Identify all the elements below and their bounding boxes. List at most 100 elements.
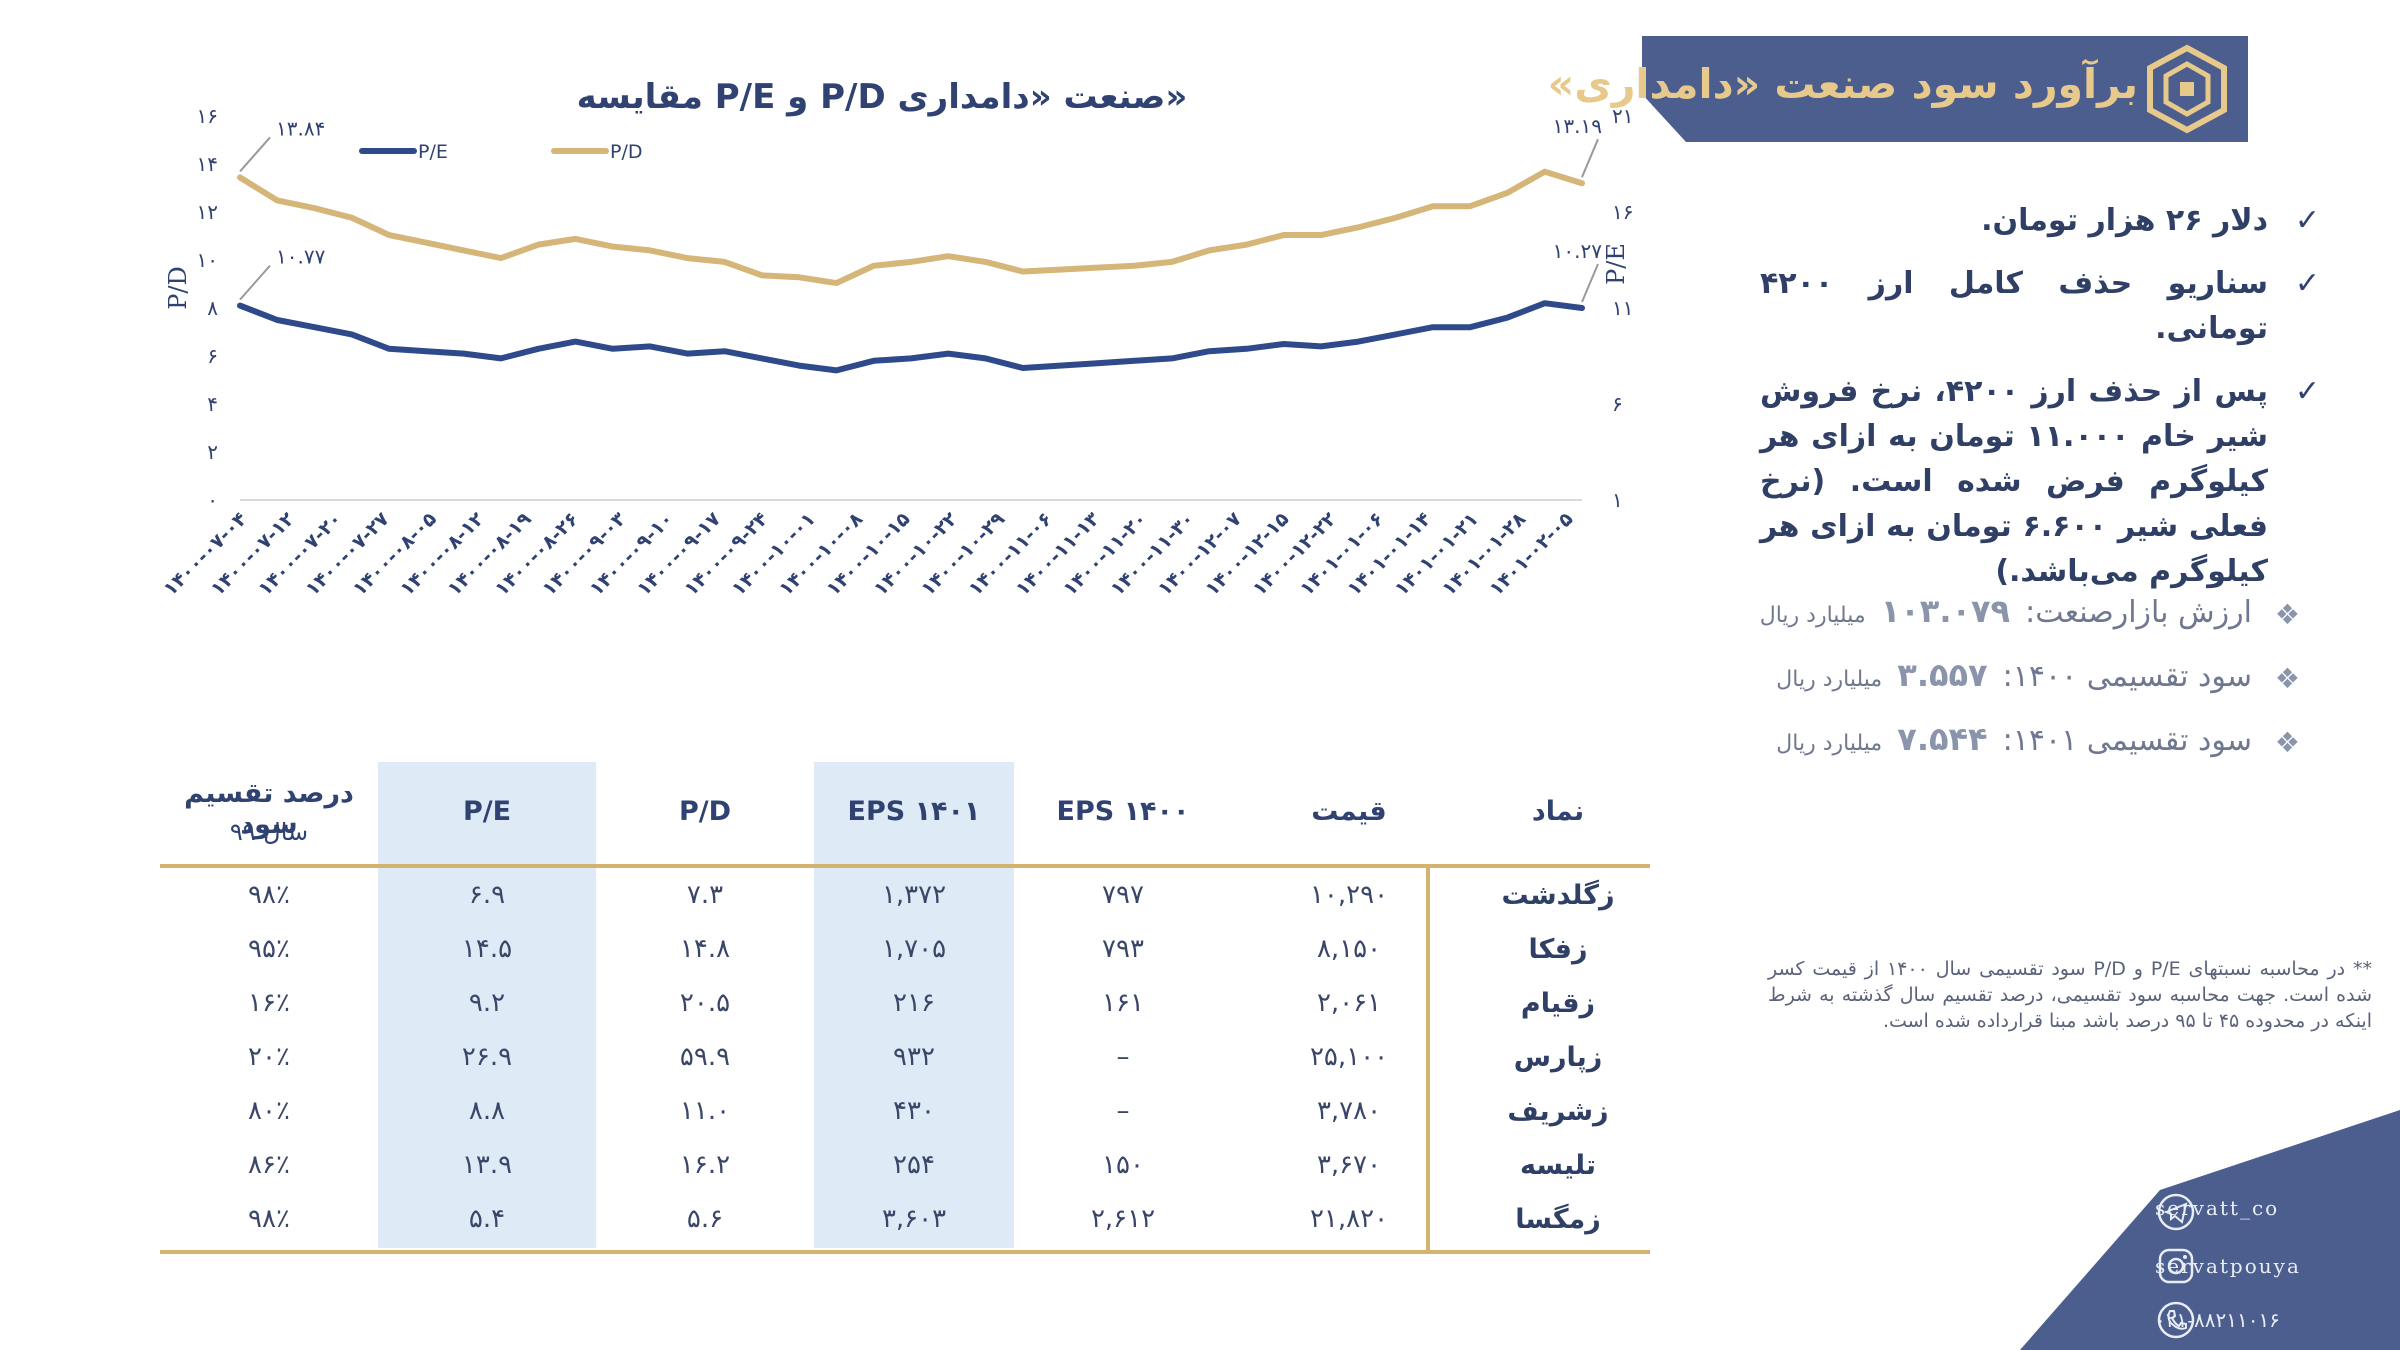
y-tick-left: ۱۲ <box>197 200 218 224</box>
pe-pd-line-chart: مقایسه P/E و P/D صنعت «دامداری» P/E P/D ۰… <box>159 77 1633 601</box>
y-tick-left: ۴ <box>207 392 218 416</box>
phone-number[interactable]: ۰۲۱-۸۸۲۱۱۰۱۶ <box>2155 1308 2280 1332</box>
annotation-leader-line <box>1581 138 1599 178</box>
y-axis-left: ۰ ۲ ۴ ۶ ۸ ۱۰ ۱۲ ۱۴ ۱۶ <box>197 104 219 512</box>
chart-annotations: ۱۰.۷۷ ۱۰.۲۷ ۱۳.۸۴ ۱۳.۱۹ <box>239 114 1603 303</box>
table-cell: ۳,۶۷۰ <box>1316 1150 1382 1180</box>
annotation-leader-line <box>239 136 271 173</box>
column-header: درصد تقسیم سود <box>184 778 354 840</box>
table-cell: ۱۱.۰ <box>679 1096 731 1126</box>
table-cell-symbol: زشریف <box>1507 1096 1609 1127</box>
stat-dividend-1400: ❖ سود تقسیمی ۱۴۰۰: ۳.۵۵۷ میلیارد ریال <box>1776 656 2300 720</box>
table-cell: ۷.۳ <box>686 880 724 910</box>
table-cell: ۹۸٪ <box>248 880 290 910</box>
stat-market-value: ❖ ارزش بازارصنعت: ۱۰۳.۰۷۹ میلیارد ریال <box>1760 592 2300 656</box>
companies-table: درصد تقسیم سود سال ۹۹ P/E P/D EPS ۱۴۰۱ EPS ۱۴… <box>160 762 1650 1254</box>
table-cell: ۸.۸ <box>468 1096 506 1126</box>
table-cell: – <box>1116 1096 1130 1126</box>
column-header: EPS ۱۴۰۱ <box>847 796 981 827</box>
table-cell: ۲۱۶ <box>893 988 935 1018</box>
table-cell: ۱۵۰ <box>1102 1150 1144 1180</box>
legend-label: P/D <box>610 141 643 163</box>
y-tick-left: ۰ <box>207 488 218 512</box>
first-value-label: ۱۳.۸۴ <box>276 116 325 140</box>
y-tick-right: ۶ <box>1612 392 1623 416</box>
table-cell: ۵۹.۹ <box>679 1042 731 1072</box>
bullet-text: دلار ۲۶ هزار تومان. <box>1981 203 2268 238</box>
table-cell: ۱۶۱ <box>1102 988 1144 1018</box>
y-axis-left-label: P/D <box>164 266 192 309</box>
table-cell: ۲۵,۱۰۰ <box>1309 1042 1389 1072</box>
table-cell: ۹۸٪ <box>248 1204 290 1234</box>
table-cell: ۸۰٪ <box>248 1096 290 1126</box>
company-logo-icon <box>2147 44 2227 134</box>
telegram-icon <box>2157 1193 2195 1231</box>
banner-shape <box>1642 36 2248 142</box>
stat-value: ۱۰۳.۰۷۹ <box>1880 592 2011 630</box>
column-header-subtitle: سال ۹۹ <box>229 818 309 846</box>
symbol-column-divider <box>1426 866 1430 1250</box>
table-cell-symbol: تلیسه <box>1519 1150 1597 1181</box>
x-axis: ۱۴۰۰-۰۷-۰۴۱۴۰۰-۰۷-۱۲۱۴۰۰-۰۷-۲۰۱۴۰۰-۰۷-۲۷… <box>159 508 1578 601</box>
annotation-leader-line <box>239 264 271 301</box>
chart-title: مقایسه P/E و P/D صنعت «دامداری» <box>577 77 1188 117</box>
instagram-handle[interactable]: servatpouya <box>2155 1254 2301 1278</box>
telegram-handle[interactable]: servatt_co <box>2155 1196 2280 1220</box>
stat-value: ۳.۵۵۷ <box>1897 656 1988 694</box>
table-cell: ۹.۲ <box>468 988 506 1018</box>
list-item: ✓ پس از حذف ارز ۴۲۰۰، نرخ فروش شیر خام ۱… <box>1760 369 2320 594</box>
series-line-pe <box>237 300 1585 374</box>
stat-dividend-1401: ❖ سود تقسیمی ۱۴۰۱: ۷.۵۴۴ میلیارد ریال <box>1776 720 2300 784</box>
phone-icon <box>2157 1301 2195 1339</box>
header-banner: برآورد سود صنعت «دامداری» <box>1548 36 2248 142</box>
table-cell: ۸,۱۵۰ <box>1316 934 1382 964</box>
y-tick-right: ۱۶ <box>1612 200 1633 224</box>
calculation-note: ** در محاسبه نسبتهای P/E و P/D سود تقسیم… <box>1768 958 2372 1032</box>
table-cell: ۱۴.۵ <box>461 934 513 964</box>
table-cell: – <box>1116 1042 1130 1072</box>
table-cell: ۱۰,۲۹۰ <box>1309 880 1389 910</box>
column-header: EPS ۱۴۰۰ <box>1056 796 1190 827</box>
chart-series <box>237 168 1585 374</box>
table-cell: ۲۶.۹ <box>461 1042 513 1072</box>
check-icon: ✓ <box>2294 266 2320 301</box>
last-value-label: ۱۰.۲۷ <box>1553 239 1603 263</box>
table-cell: ۲۰.۵ <box>679 988 731 1018</box>
table-cell: ۷۹۳ <box>1102 934 1144 964</box>
column-header: قیمت <box>1311 796 1387 827</box>
list-item: ✓ سناریو حذف کامل ارز ۴۲۰۰ تومانی. <box>1760 261 2320 351</box>
diamond-bullet-icon: ❖ <box>2274 726 2300 759</box>
bottom-rule <box>160 1250 1650 1254</box>
table-cell: ۸۶٪ <box>248 1150 290 1180</box>
bullet-text: سناریو حذف کامل ارز ۴۲۰۰ تومانی. <box>1760 266 2268 346</box>
table-cell: ۱۴.۸ <box>679 934 731 964</box>
page-title: برآورد سود صنعت «دامداری» <box>1547 60 2138 108</box>
stat-value: ۷.۵۴۴ <box>1897 720 1988 758</box>
stat-unit: میلیارد ریال <box>1759 603 1866 628</box>
stat-unit: میلیارد ریال <box>1776 667 1883 692</box>
table-cell: ۳,۶۰۳ <box>881 1204 947 1234</box>
assumption-list: ✓ دلار ۲۶ هزار تومان. ✓ سناریو حذف کامل … <box>1760 198 2320 612</box>
y-tick-left: ۱۰ <box>197 248 218 272</box>
industry-stats: ❖ ارزش بازارصنعت: ۱۰۳.۰۷۹ میلیارد ریال ❖… <box>1760 592 2300 784</box>
table-cell: ۲,۰۶۱ <box>1316 988 1382 1018</box>
y-tick-right: ۱ <box>1612 488 1623 512</box>
table-cell: ۱,۷۰۵ <box>881 934 947 964</box>
header-rule <box>160 864 1650 868</box>
table-cell-symbol: زمگسا <box>1515 1204 1601 1235</box>
y-tick-left: ۸ <box>207 296 218 320</box>
bullet-text: پس از حذف ارز ۴۲۰۰، نرخ فروش شیر خام ۱۱.… <box>1760 374 2268 589</box>
check-icon: ✓ <box>2294 203 2320 238</box>
table-cell: ۶.۹ <box>468 880 506 910</box>
y-tick-left: ۱۶ <box>197 104 218 128</box>
y-tick-right: ۱۱ <box>1612 296 1633 320</box>
list-item: ✓ دلار ۲۶ هزار تومان. <box>1760 198 2320 243</box>
table-cell: ۱۳.۹ <box>461 1150 513 1180</box>
table-cell-symbol: زگلدشت <box>1501 880 1615 911</box>
stat-label: ارزش بازارصنعت: <box>2025 595 2252 630</box>
y-tick-left: ۲ <box>207 440 218 464</box>
highlight-column <box>378 762 596 1248</box>
table-cell: ۹۵٪ <box>248 934 290 964</box>
table-cell-symbol: زقیام <box>1520 988 1596 1019</box>
